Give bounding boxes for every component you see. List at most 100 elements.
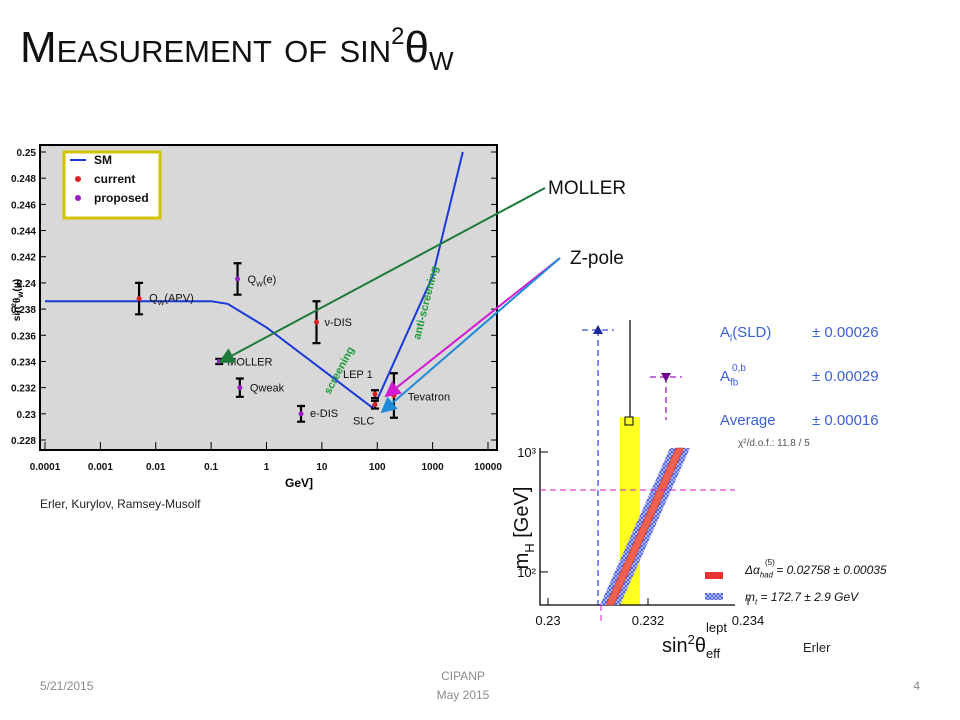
point-label-part: Q xyxy=(149,293,158,305)
x-axis-label-sup: lept xyxy=(706,620,727,635)
point-label-part: LEP 1 xyxy=(343,369,373,381)
x-tick-label: 0.001 xyxy=(88,462,113,473)
moller-arrow xyxy=(218,187,546,363)
y-tick-label: 0.238 xyxy=(11,305,36,316)
legend-label: mt = 172.7 ± 2.9 GeV xyxy=(745,590,859,607)
y-axis-label-part: m xyxy=(511,553,533,570)
average-marker xyxy=(624,416,634,426)
data-point xyxy=(391,392,397,398)
data-point xyxy=(136,296,142,302)
legend-swatch xyxy=(705,572,723,579)
legend-label-part: m xyxy=(745,590,755,604)
legend-label-sup: (5) xyxy=(765,558,775,567)
y-axis-label-part: H xyxy=(522,543,537,552)
moller-callout: MOLLER xyxy=(548,178,626,199)
y-axis-label-part: [GeV] xyxy=(511,487,533,544)
legend-swatch xyxy=(75,195,81,201)
point-label: LEP 1 xyxy=(343,369,373,381)
y-axis-label: mH [GeV] xyxy=(511,487,537,570)
legend-label-part: t xyxy=(755,598,758,607)
point-label: Qweak xyxy=(250,383,285,395)
legend-label-part: had xyxy=(760,571,774,580)
point-label-part: Qweak xyxy=(250,383,285,395)
x-tick-label: 1000 xyxy=(422,462,445,473)
legend-label: current xyxy=(94,172,135,186)
x-axis-label-part: 2 xyxy=(688,632,695,647)
title-main: Measurement of sin xyxy=(20,23,391,72)
y-tick-label: 0.25 xyxy=(17,148,37,159)
footer-page: 4 xyxy=(913,679,920,693)
x-tick-label: 0.0001 xyxy=(30,462,61,473)
credit: Erler xyxy=(803,640,831,655)
y-tick-label: 0.232 xyxy=(11,384,36,395)
point-label-part: (e) xyxy=(263,274,276,286)
x-axis-label-part: sin xyxy=(662,635,688,657)
y-axis-label-part: θ xyxy=(12,298,23,303)
zpole-arrow xyxy=(384,257,561,398)
alpha-band xyxy=(605,447,685,606)
measurement-label: Average xyxy=(720,412,776,429)
y-axis-label-part: W xyxy=(18,291,25,298)
measurement-label-part: (SLD) xyxy=(732,324,771,341)
y-axis-label-part: 2 xyxy=(11,303,18,307)
x-axis-label-part: θ xyxy=(695,635,706,657)
data-point xyxy=(314,319,320,325)
measurement-label-part: A xyxy=(720,368,730,385)
y-tick-label: 0.244 xyxy=(11,227,36,238)
point-label-part: e-DIS xyxy=(310,408,338,420)
x-tick-label: 0.1 xyxy=(204,462,218,473)
title-sup: 2 xyxy=(391,23,404,50)
y-tick-label: 0.24 xyxy=(17,279,37,290)
point-label: MOLLER xyxy=(227,356,272,368)
x-tick-label: 10000 xyxy=(474,462,502,473)
y-tick-label: 0.248 xyxy=(11,174,36,185)
axes xyxy=(539,448,735,606)
measurement-label: Al(SLD) xyxy=(720,324,771,345)
footer-month: May 2015 xyxy=(437,688,490,702)
measurement-label-part: fb xyxy=(730,378,739,389)
x-tick-label: 0.234 xyxy=(732,613,765,628)
point-label-part: ν-DIS xyxy=(325,317,353,329)
y-tick-label: 0.242 xyxy=(11,253,36,264)
point-label-part: Tevatron xyxy=(408,391,450,403)
y-tick-label: 0.234 xyxy=(11,357,36,368)
x-axis-label-part: eff xyxy=(706,646,721,661)
x-tick-label: 1 xyxy=(264,462,270,473)
y-tick-label: 0.246 xyxy=(11,200,36,211)
x-tick-label: 10 xyxy=(316,462,328,473)
measurement-label-part: A xyxy=(720,324,730,341)
legend-label-part: = 0.02758 ± 0.00035 xyxy=(773,563,887,577)
point-label-part: W xyxy=(158,299,165,307)
point-label-part: (APV) xyxy=(164,293,193,305)
point-label-part: Q xyxy=(248,274,257,286)
sm-curve xyxy=(45,151,464,409)
x-axis-label: GeV] xyxy=(285,476,313,490)
x-tick-label: 100 xyxy=(369,462,386,473)
x-axis-label: sin2θeff xyxy=(662,632,721,661)
legend-label: SM xyxy=(94,153,112,167)
measurement-error: ± 0.00016 xyxy=(812,412,879,429)
point-label: QW(APV) xyxy=(149,293,194,307)
measurement-label-part: Average xyxy=(720,412,776,429)
title-symbol: θ xyxy=(405,23,429,72)
x-tick-label: 0.23 xyxy=(535,613,560,628)
point-label: e-DIS xyxy=(310,408,338,420)
legend-swatch xyxy=(705,593,723,600)
data-point xyxy=(372,402,378,408)
legend-label-part: Δα xyxy=(744,563,761,577)
y-tick-label: 0.236 xyxy=(11,331,36,342)
legend-label: Δαhad = 0.02758 ± 0.00035 xyxy=(744,563,887,580)
y-tick-label: 0.23 xyxy=(17,410,37,421)
legend-box xyxy=(62,150,162,220)
point-label-part: MOLLER xyxy=(227,356,272,368)
measurement-label: Afb xyxy=(720,368,739,389)
data-point xyxy=(298,411,304,417)
point-label: SLC xyxy=(353,416,374,428)
measurement-label-sup: 0,b xyxy=(732,363,746,374)
y-axis-label: sin2θW(μ) xyxy=(11,279,25,321)
chi2: χ²/d.o.f.: 11.8 / 5 xyxy=(738,438,810,449)
legend-swatch xyxy=(75,176,81,182)
zpole-arrow-2 xyxy=(380,257,561,414)
